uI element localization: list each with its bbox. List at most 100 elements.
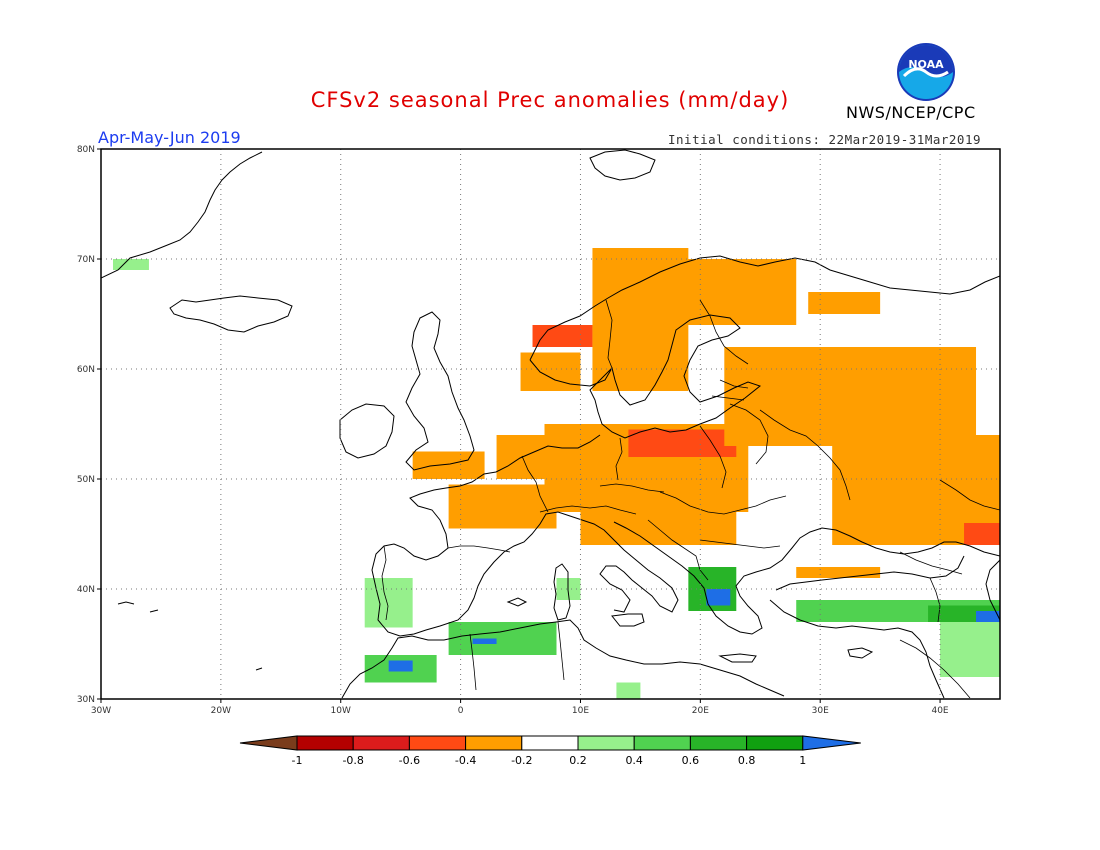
border-ua-ru [759,409,851,501]
scandinavia-coast [529,255,1000,361]
colorbar-label: 1 [799,754,806,767]
anomaly-region [112,259,149,270]
western-europe-coast [371,434,679,637]
anomaly-region [964,523,1000,545]
colorbar-segment [577,735,635,751]
x-tick-label: 40E [931,706,948,716]
ireland-coast [339,403,395,459]
border-by [729,403,769,465]
border-baltics [711,379,749,401]
border-alps [539,505,637,515]
anomaly-region [532,325,593,347]
colorbar-label: 0.6 [682,754,700,767]
crete [718,653,757,663]
anomaly-region [724,347,977,446]
anomaly-region [664,259,797,325]
colorbar-segment [689,735,748,751]
border-fr-es [447,545,511,553]
x-tick-label: 20E [692,706,709,716]
border-no-se [605,299,613,369]
y-tick-label: 80N [77,145,95,155]
corsica-sardinia [553,563,571,621]
forecast-period: Apr-May-Jun 2019 [98,128,241,147]
longitude-ticks: 30W 20W 10W 0 10E 20E 30E 40E [91,699,949,716]
colorbar-label: -0.4 [455,754,476,767]
y-tick-label: 30N [77,695,95,705]
colorbar-segment [633,735,691,751]
anomaly-region [412,451,485,479]
cyprus [847,647,874,659]
anomaly-region [616,682,641,699]
anomaly-region [472,638,497,644]
colorbar-label: -0.6 [399,754,420,767]
balearic [506,597,528,607]
anomaly-region [976,611,1000,622]
anomaly-region [388,660,413,672]
anomaly-region [364,578,413,628]
anomaly-region [628,429,737,457]
anomaly-region [520,352,581,391]
colorbar-segment [352,735,410,751]
x-tick-label: 10W [331,706,351,716]
border-de-pl [615,437,623,481]
colorbar-label: 0.4 [625,754,643,767]
colorbar-segment [521,735,579,751]
svg-text:NOAA: NOAA [908,58,944,71]
anomaly-region [796,567,881,578]
colorbar-label: -0.8 [342,754,363,767]
svalbard-coast [589,149,656,181]
border-fi-ru [699,299,749,365]
border-ru-kz [939,479,1000,511]
border-maghreb [469,621,565,691]
baltic-coast [589,314,762,439]
greenland-coast [101,151,263,279]
colorbar-legend: -1 -0.8 -0.6 -0.4 -0.2 0.2 0.4 0.6 0.8 1 [239,735,861,767]
x-tick-label: 30E [812,706,829,716]
x-tick-label: 10E [572,706,589,716]
anomaly-region [808,292,881,314]
colorbar-label: -1 [292,754,303,767]
y-tick-label: 60N [77,365,95,375]
border-caucasus [899,551,963,575]
colorbar-segment [408,735,467,751]
border-tr-east [929,577,941,623]
turkey-south-coast [769,599,945,699]
colorbar-segment [465,735,523,751]
map-title: CFSv2 seasonal Prec anomalies (mm/day) [310,88,790,112]
y-tick-label: 50N [77,475,95,485]
iceland-coast [169,295,293,333]
anomaly-region [448,484,557,529]
border-es-pt [381,545,389,621]
colorbar-low-arrow [239,735,298,751]
sicily [611,613,645,627]
x-tick-label: 30W [91,706,111,716]
anomaly-region [706,589,731,606]
anomaly-regions [112,248,1000,699]
border-pl-east [699,425,727,489]
adriatic-balkan-coast [613,521,1000,635]
border-syria-iraq [899,639,971,699]
colorbar-label: 0.8 [738,754,756,767]
colorbar-label: -0.2 [511,754,532,767]
y-tick-label: 40N [77,585,95,595]
anomaly-region [940,622,1000,677]
colorbar-label: 0.2 [569,754,587,767]
initial-conditions: Initial conditions: 22Mar2019-31Mar2019 [668,132,981,147]
map-frame [100,148,1001,700]
colorbar-high-arrow [802,735,861,751]
agency-label: NWS/NCEP/CPC [846,103,976,122]
canary [255,667,263,671]
border-hu-ro [659,491,787,515]
caspian-coast [985,559,1000,621]
noaa-logo: NOAA [897,43,955,101]
border-cz-at [599,483,665,493]
azores [117,601,159,613]
border-fr-de [521,455,549,513]
black-sea-coast [775,555,965,591]
norway-south-coast [529,359,613,387]
great-britain-coast [405,311,475,471]
gridlines [101,149,1000,699]
border-ro-bg [699,539,781,549]
colorbar-segment [296,735,354,751]
